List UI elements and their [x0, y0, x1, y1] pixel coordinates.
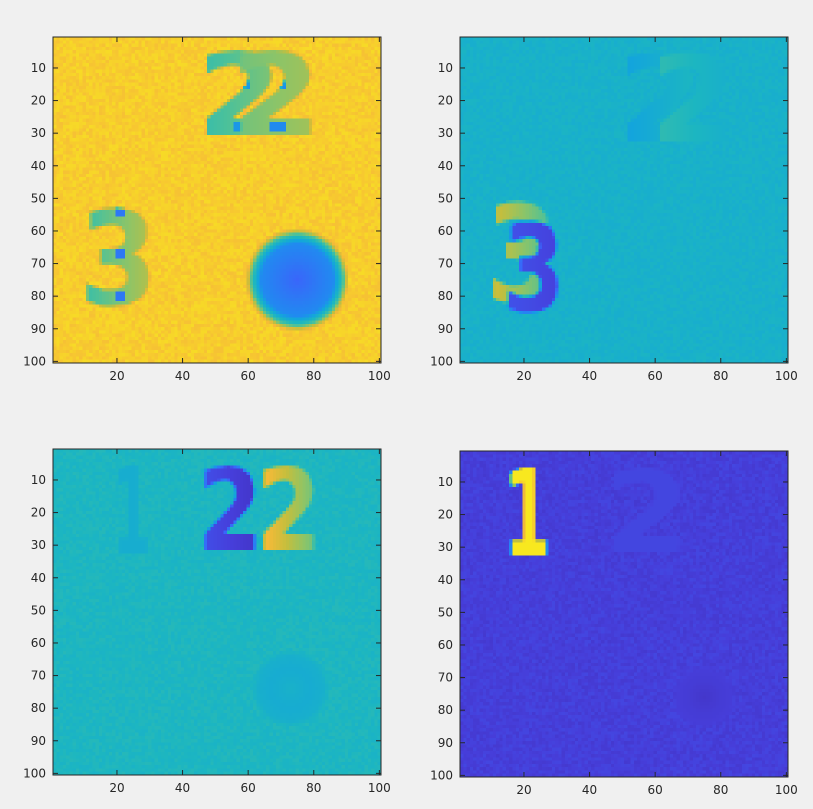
y-tick-label: 30 — [31, 126, 46, 140]
x-tick-label: 100 — [368, 369, 391, 383]
y-tick-label: 70 — [438, 257, 453, 271]
x-tick-label: 40 — [582, 369, 597, 383]
x-tick-label: 80 — [713, 369, 728, 383]
y-tick-label: 50 — [31, 191, 46, 205]
x-tick-label: 60 — [241, 369, 256, 383]
heatmap-image — [460, 451, 788, 777]
y-tick-label: 20 — [31, 506, 46, 520]
axes-group: 20 40 60 80 100 10 20 30 40 50 60 70 80 90 100 20 40 60 80… — [23, 36, 798, 797]
heatmap-axes-1: 20 40 60 80 100 10 20 30 40 50 60 70 80 90 100 — [23, 36, 391, 383]
heatmap-axes-3: 20 40 60 80 100 10 20 30 40 50 60 70 80 90 100 — [23, 448, 391, 795]
heatmap-axes-4: 20 40 60 80 100 10 20 30 40 50 60 70 80 90 100 — [430, 450, 798, 797]
x-tick-label: 40 — [175, 781, 190, 795]
y-tick-label: 90 — [438, 322, 453, 336]
x-tick-label: 20 — [516, 783, 531, 797]
y-tick-label: 60 — [31, 224, 46, 238]
x-tick-label: 60 — [648, 783, 663, 797]
y-tick-label: 70 — [31, 257, 46, 271]
x-tick-label: 20 — [516, 369, 531, 383]
x-tick-label: 100 — [368, 781, 391, 795]
y-tick-label: 100 — [23, 354, 46, 368]
x-tick-label: 60 — [241, 781, 256, 795]
heatmap-axes-2: 20 40 60 80 100 10 20 30 40 50 60 70 80 90 100 — [430, 36, 798, 383]
y-tick-label: 60 — [438, 638, 453, 652]
y-tick-label: 40 — [31, 571, 46, 585]
axes-frame — [52, 36, 382, 364]
y-tick-label: 100 — [430, 768, 453, 782]
x-tick-label: 20 — [109, 369, 124, 383]
y-tick-label: 40 — [31, 159, 46, 173]
y-tick-label: 90 — [31, 322, 46, 336]
y-tick-label: 60 — [31, 636, 46, 650]
y-tick-label: 10 — [438, 475, 453, 489]
y-tick-label: 100 — [23, 766, 46, 780]
x-tick-label: 80 — [306, 369, 321, 383]
y-tick-label: 20 — [438, 94, 453, 108]
y-tick-label: 80 — [438, 289, 453, 303]
y-tick-label: 90 — [31, 734, 46, 748]
y-tick-label: 30 — [31, 538, 46, 552]
x-tick-label: 60 — [648, 369, 663, 383]
y-tick-label: 60 — [438, 224, 453, 238]
y-tick-label: 50 — [31, 603, 46, 617]
y-tick-label: 100 — [430, 354, 453, 368]
y-tick-label: 30 — [438, 540, 453, 554]
y-tick-label: 20 — [438, 508, 453, 522]
axes-frame — [52, 448, 382, 776]
x-tick-label: 80 — [713, 783, 728, 797]
x-tick-label: 100 — [775, 369, 798, 383]
axes-frame — [459, 450, 789, 778]
y-tick-label: 40 — [438, 159, 453, 173]
y-tick-label: 50 — [438, 605, 453, 619]
axes-frame — [459, 36, 789, 364]
y-tick-label: 10 — [31, 473, 46, 487]
y-tick-label: 30 — [438, 126, 453, 140]
y-tick-label: 80 — [31, 289, 46, 303]
y-tick-label: 80 — [438, 703, 453, 717]
y-tick-label: 10 — [31, 61, 46, 75]
y-tick-label: 40 — [438, 573, 453, 587]
y-tick-label: 90 — [438, 736, 453, 750]
heatmap-image — [53, 37, 381, 363]
x-tick-label: 40 — [175, 369, 190, 383]
x-tick-label: 20 — [109, 781, 124, 795]
y-tick-label: 70 — [31, 669, 46, 683]
y-tick-label: 50 — [438, 191, 453, 205]
x-tick-label: 80 — [306, 781, 321, 795]
y-tick-label: 80 — [31, 701, 46, 715]
heatmap-image — [53, 449, 381, 775]
heatmap-image — [460, 37, 788, 363]
x-tick-label: 100 — [775, 783, 798, 797]
x-tick-label: 40 — [582, 783, 597, 797]
y-tick-label: 20 — [31, 94, 46, 108]
y-tick-label: 10 — [438, 61, 453, 75]
y-tick-label: 70 — [438, 671, 453, 685]
